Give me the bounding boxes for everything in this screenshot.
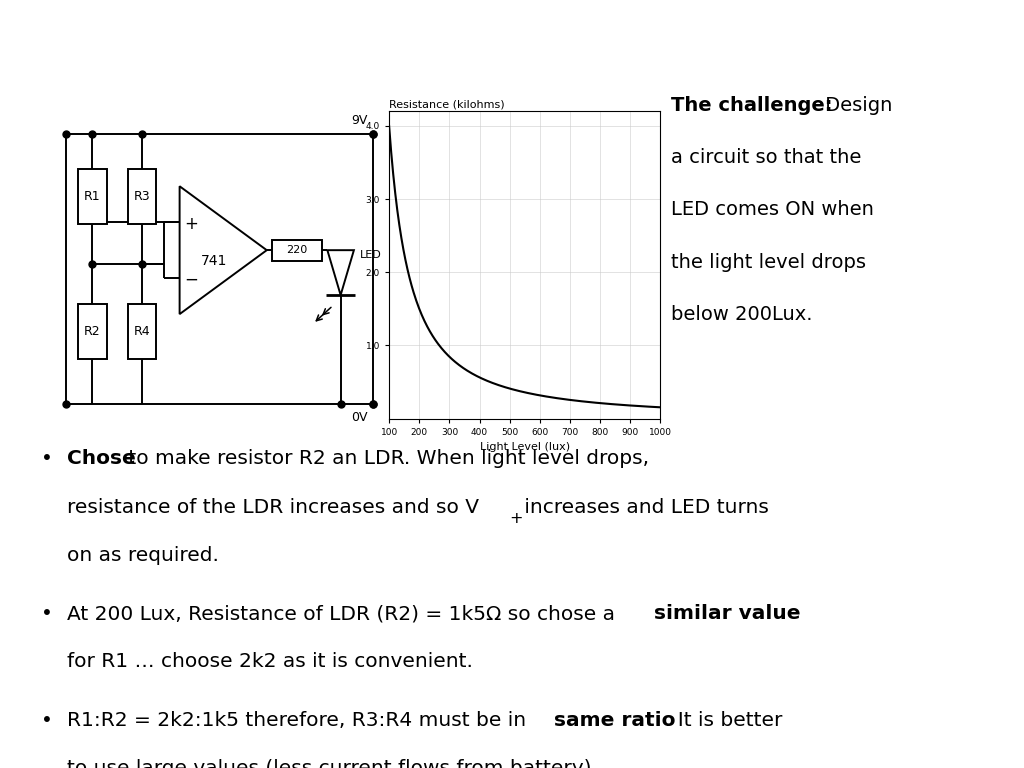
Text: Chose: Chose <box>67 449 135 468</box>
Text: •: • <box>41 710 53 730</box>
Bar <box>128 304 156 359</box>
Text: R1: R1 <box>84 190 100 203</box>
Text: . It is better: . It is better <box>665 710 782 730</box>
Text: similar value: similar value <box>653 604 800 623</box>
Text: +: + <box>510 511 523 527</box>
Text: to use large values (less current flows from battery): to use large values (less current flows … <box>67 759 591 768</box>
Text: Resistance (kilohms): Resistance (kilohms) <box>389 99 505 109</box>
Text: R2: R2 <box>84 325 100 338</box>
Text: below 200Lux.: below 200Lux. <box>671 305 812 324</box>
Text: for R1 … choose 2k2 as it is convenient.: for R1 … choose 2k2 as it is convenient. <box>67 653 472 671</box>
Bar <box>78 169 106 224</box>
Text: R1:R2 = 2k2:1k5 therefore, R3:R4 must be in: R1:R2 = 2k2:1k5 therefore, R3:R4 must be… <box>67 710 532 730</box>
Text: R4: R4 <box>133 325 151 338</box>
Text: the light level drops: the light level drops <box>671 253 865 272</box>
Text: −: − <box>184 271 198 289</box>
Text: The challenge:: The challenge: <box>671 96 833 115</box>
Text: increases and LED turns: increases and LED turns <box>518 498 769 517</box>
Polygon shape <box>179 187 266 314</box>
Text: Design: Design <box>819 96 893 115</box>
Text: LED: LED <box>359 250 381 260</box>
Bar <box>128 169 156 224</box>
Bar <box>78 304 106 359</box>
Text: •: • <box>41 604 53 623</box>
Text: Example Circuit Design: Example Circuit Design <box>188 22 836 74</box>
Text: +: + <box>184 215 198 233</box>
Polygon shape <box>328 250 354 295</box>
Text: 741: 741 <box>201 253 227 267</box>
Text: R3: R3 <box>133 190 151 203</box>
Text: on as required.: on as required. <box>67 546 218 565</box>
Text: to make resistor R2 an LDR. When light level drops,: to make resistor R2 an LDR. When light l… <box>122 449 649 468</box>
Text: a circuit so that the: a circuit so that the <box>671 148 861 167</box>
Text: 220: 220 <box>287 245 307 255</box>
X-axis label: Light Level (lux): Light Level (lux) <box>479 442 570 452</box>
Text: 0V: 0V <box>350 411 368 424</box>
Text: LED comes ON when: LED comes ON when <box>671 200 873 220</box>
Text: same ratio: same ratio <box>554 710 676 730</box>
Text: At 200 Lux, Resistance of LDR (R2) = 1k5Ω so chose a: At 200 Lux, Resistance of LDR (R2) = 1k5… <box>67 604 621 623</box>
Text: •: • <box>41 449 53 468</box>
Text: resistance of the LDR increases and so V: resistance of the LDR increases and so V <box>67 498 478 517</box>
Text: 9V: 9V <box>351 114 368 127</box>
Bar <box>272 240 322 260</box>
